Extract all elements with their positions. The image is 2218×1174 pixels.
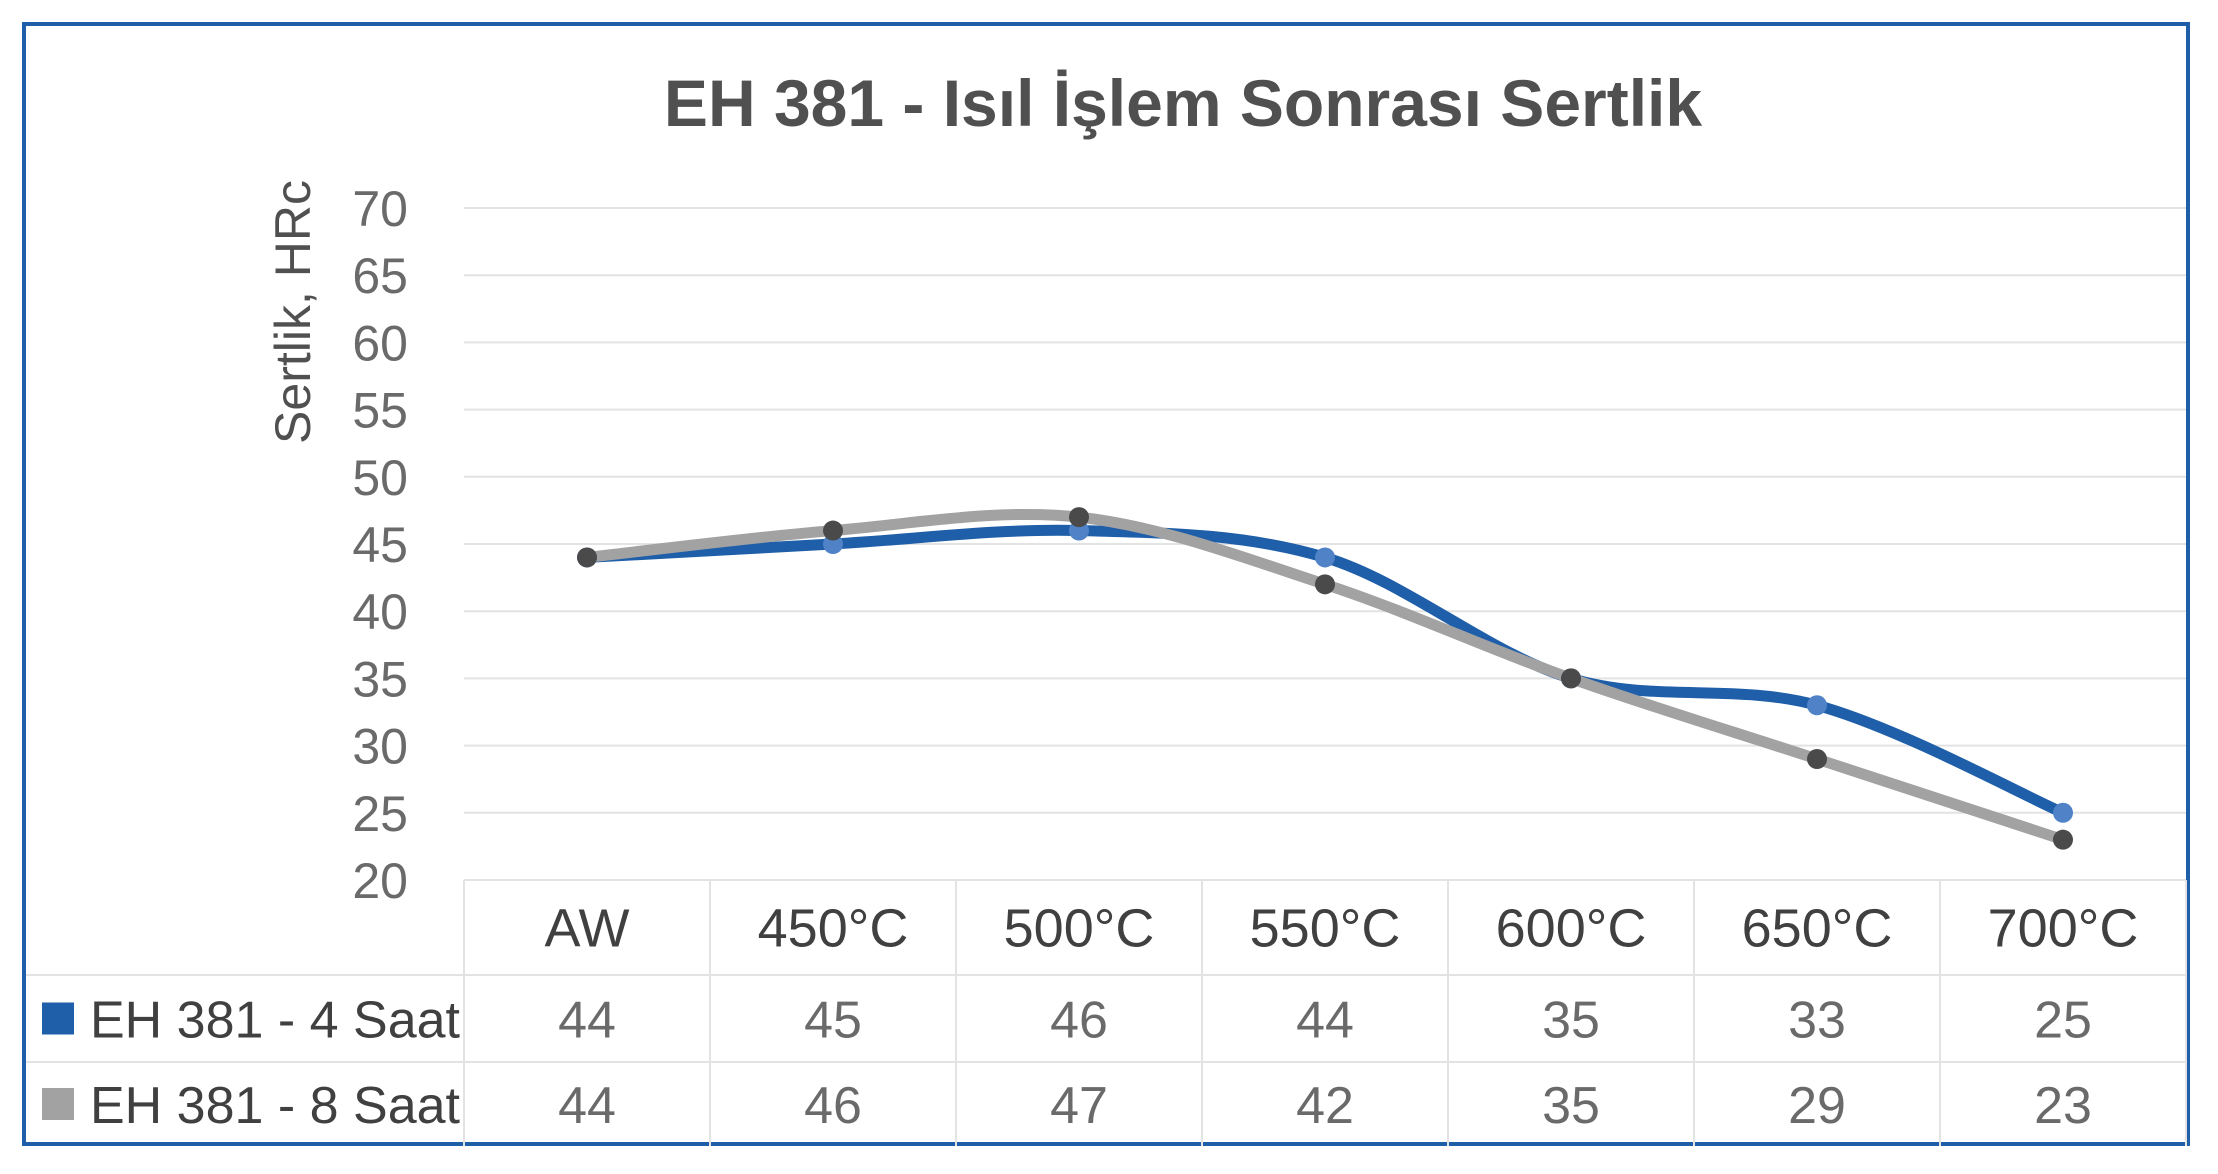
x-category-label: 600°C	[1496, 899, 1647, 959]
x-category-label: 450°C	[758, 899, 909, 959]
y-tick-label: 50	[352, 450, 408, 506]
table-value: 47	[1050, 1077, 1108, 1135]
series-name: EH 381 - 8 Saat	[90, 1077, 461, 1135]
y-tick-label: 45	[352, 517, 408, 573]
table-value: 33	[1788, 992, 1846, 1050]
y-tick-label: 40	[352, 584, 408, 640]
table-value: 46	[1050, 992, 1108, 1050]
y-tick-label: 65	[352, 248, 408, 304]
data-point-8-saat	[1561, 668, 1581, 689]
x-category-label: AW	[545, 899, 630, 959]
table-value: 35	[1542, 1077, 1600, 1135]
y-tick-label: 25	[352, 786, 408, 842]
data-point-4-saat	[2053, 802, 2073, 823]
chart-title: EH 381 - Isıl İşlem Sonrası Sertlik	[664, 66, 1702, 140]
table-value: 29	[1788, 1077, 1846, 1135]
x-category-label: 500°C	[1004, 899, 1155, 959]
chart-frame	[22, 22, 2190, 1146]
data-point-4-saat	[1807, 695, 1827, 716]
y-tick-label: 30	[352, 719, 408, 775]
table-value: 44	[1296, 992, 1354, 1050]
table-value: 23	[2034, 1077, 2092, 1135]
data-point-8-saat	[1315, 574, 1335, 595]
y-axis-label: Sertlik, HRc	[265, 180, 321, 444]
y-tick-label: 55	[352, 383, 408, 439]
data-point-8-saat	[823, 520, 843, 541]
legend-key-4-saat	[42, 1002, 74, 1035]
legend-key-8-saat	[42, 1088, 74, 1120]
data-point-4-saat	[1315, 547, 1335, 568]
table-value: 25	[2034, 992, 2092, 1050]
data-point-8-saat	[1069, 507, 1089, 528]
table-value: 44	[558, 992, 616, 1050]
table-value: 44	[558, 1077, 616, 1135]
y-tick-label: 20	[352, 853, 408, 909]
y-tick-label: 35	[352, 651, 408, 707]
table-value: 46	[804, 1077, 862, 1135]
data-point-8-saat	[577, 547, 597, 568]
data-point-8-saat	[1807, 749, 1827, 770]
y-tick-label: 60	[352, 315, 408, 371]
x-category-label: 700°C	[1988, 899, 2139, 959]
table-value: 42	[1296, 1077, 1354, 1135]
table-value: 35	[1542, 992, 1600, 1050]
table-value: 45	[804, 992, 862, 1050]
x-category-label: 550°C	[1250, 899, 1401, 959]
x-category-label: 650°C	[1742, 899, 1893, 959]
data-point-8-saat	[2053, 829, 2073, 850]
y-tick-label: 70	[352, 181, 408, 237]
series-name: EH 381 - 4 Saat	[90, 992, 461, 1050]
